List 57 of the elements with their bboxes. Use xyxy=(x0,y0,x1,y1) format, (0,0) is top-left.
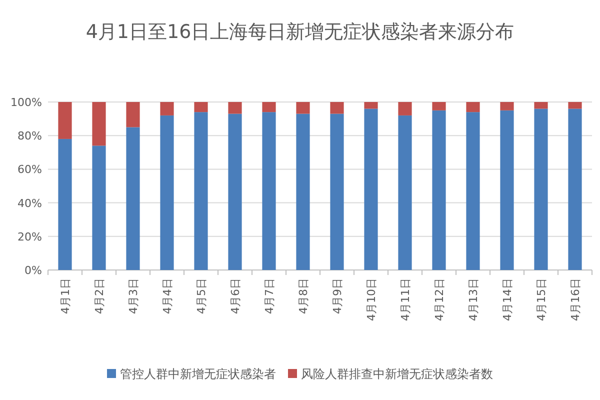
y-tick-label: 60% xyxy=(18,163,42,176)
bar xyxy=(126,127,140,270)
bar xyxy=(92,102,106,146)
y-tick-label: 80% xyxy=(18,130,42,143)
bar xyxy=(58,138,72,270)
x-tick-label: 4月15日 xyxy=(535,278,548,321)
x-tick-label: 4月7日 xyxy=(263,278,276,314)
x-tick-label: 4月16日 xyxy=(569,278,582,321)
bar xyxy=(262,102,276,112)
bar xyxy=(58,102,72,139)
y-tick-label: 40% xyxy=(18,196,42,210)
bar xyxy=(398,115,412,270)
title: 4月1日至16日上海每日新增无症状感染者来源分布 xyxy=(86,21,514,43)
bar xyxy=(364,102,378,109)
bar xyxy=(160,102,174,116)
x-tick-label: 4月12日 xyxy=(433,278,446,321)
bar xyxy=(466,112,480,270)
bar xyxy=(500,110,514,270)
x-tick-label: 4月9日 xyxy=(331,278,344,314)
x-tick-label: 4月11日 xyxy=(399,278,412,321)
y-tick-label: 20% xyxy=(18,230,42,244)
bar xyxy=(330,114,344,270)
legend-label: 风险人群排查中新增无症状感染者数 xyxy=(301,367,493,381)
y-tick-label: 0% xyxy=(24,264,42,277)
bar xyxy=(534,102,548,109)
bar xyxy=(534,108,548,270)
bar xyxy=(398,102,412,116)
bar xyxy=(364,108,378,270)
bar xyxy=(92,146,106,270)
bar xyxy=(296,114,310,270)
x-tick-label: 4月14日 xyxy=(501,278,514,321)
x-tick-label: 4月13日 xyxy=(467,278,480,321)
bar xyxy=(330,102,344,114)
bar xyxy=(228,114,242,270)
bar xyxy=(228,102,242,114)
bar xyxy=(126,102,140,128)
x-tick-label: 4月6日 xyxy=(229,278,242,314)
legend-label: 管控人群中新增无症状感染者 xyxy=(120,367,276,381)
bar xyxy=(466,102,480,112)
x-tick-label: 4月10日 xyxy=(365,278,378,321)
bar xyxy=(568,108,582,270)
bar xyxy=(194,112,208,270)
bar xyxy=(262,112,276,270)
x-tick-label: 4月3日 xyxy=(127,278,140,314)
x-tick-label: 4月5日 xyxy=(195,278,208,314)
bar xyxy=(160,115,174,270)
bar xyxy=(194,102,208,112)
bar xyxy=(500,102,514,110)
bar xyxy=(568,102,582,109)
x-tick-label: 4月1日 xyxy=(59,278,72,314)
bar xyxy=(432,110,446,270)
x-tick-label: 4月8日 xyxy=(297,278,310,314)
x-tick-label: 4月4日 xyxy=(161,278,174,314)
y-tick-label: 100% xyxy=(10,96,42,109)
x-tick-label: 4月2日 xyxy=(93,278,106,314)
bar xyxy=(296,102,310,114)
bar xyxy=(432,102,446,110)
